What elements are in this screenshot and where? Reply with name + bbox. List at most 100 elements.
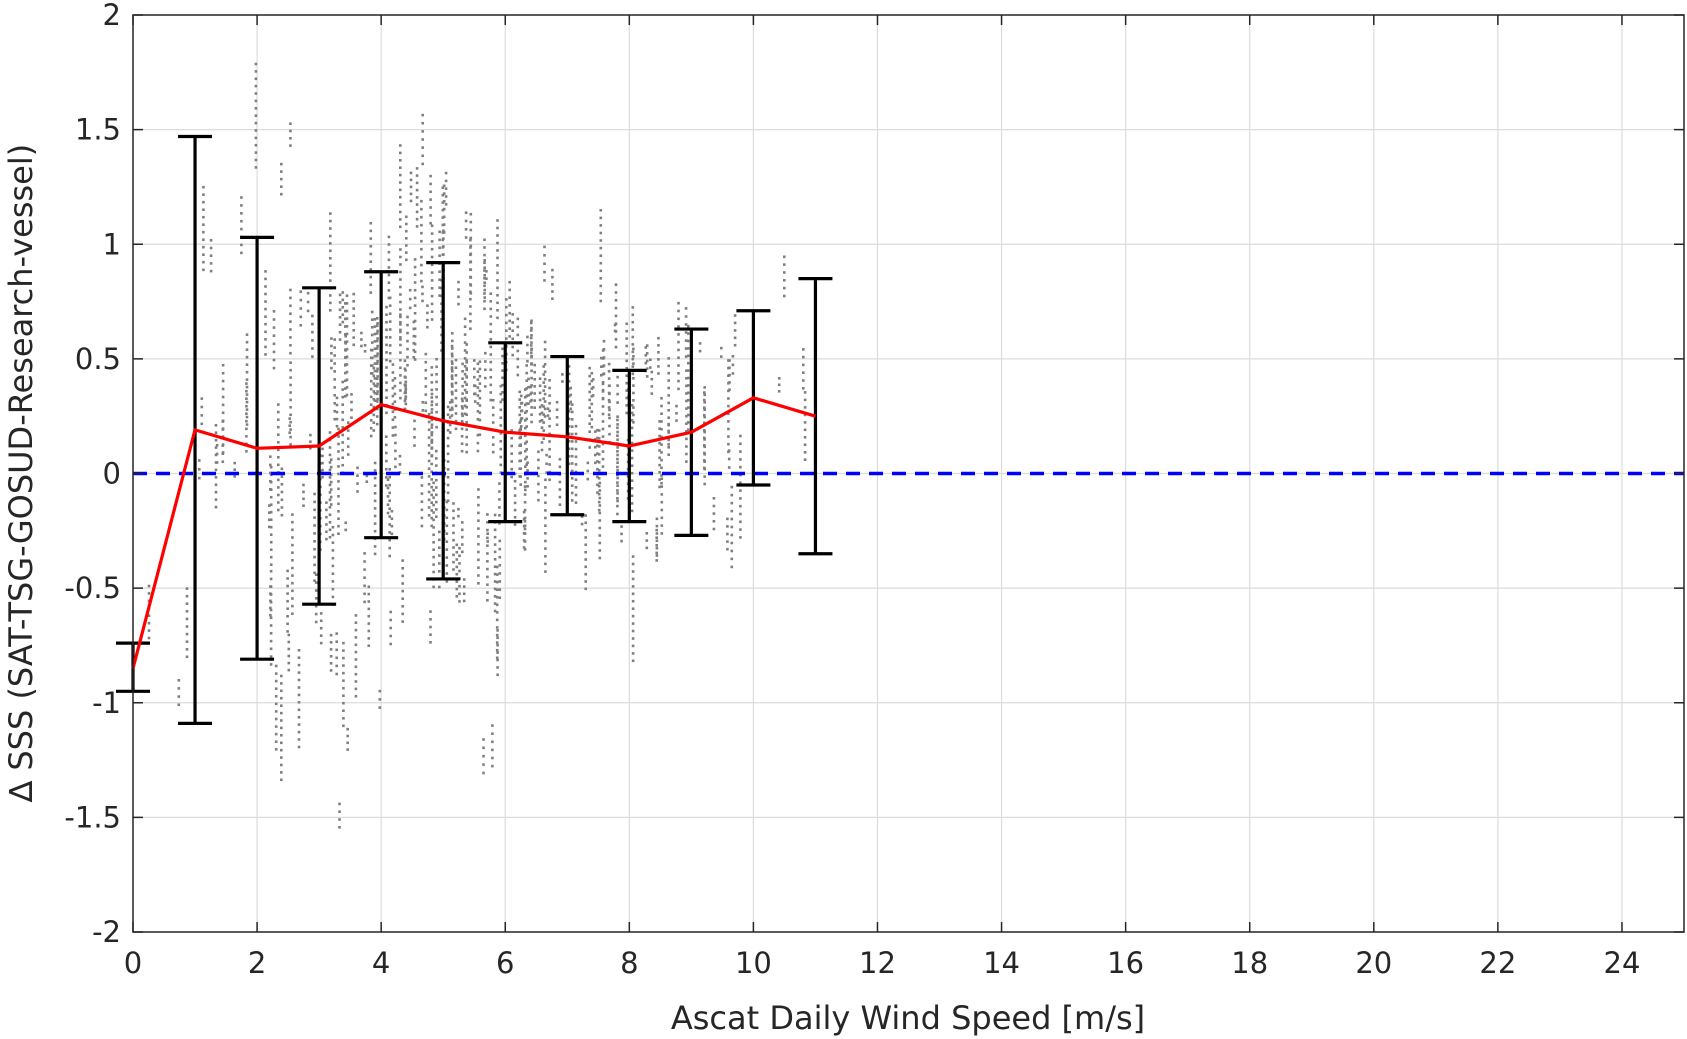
scatter-point	[399, 159, 402, 162]
scatter-point	[394, 449, 397, 453]
scatter-point	[473, 384, 476, 387]
scatter-point	[498, 490, 501, 493]
scatter-point	[726, 525, 729, 528]
scatter-point	[297, 678, 301, 682]
scatter-point	[783, 271, 786, 274]
scatter-point	[430, 366, 434, 369]
scatter-point	[588, 374, 591, 378]
scatter-point	[399, 218, 402, 221]
scatter-point	[325, 537, 328, 541]
scatter-point	[544, 501, 547, 504]
scatter-point	[369, 229, 373, 233]
scatter-point	[385, 313, 388, 316]
scatter-point	[313, 547, 316, 551]
scatter-point	[655, 546, 659, 550]
scatter-point	[495, 618, 499, 622]
scatter-point	[677, 372, 680, 375]
scatter-point	[370, 310, 374, 314]
scatter-point	[254, 84, 258, 88]
scatter-point	[510, 475, 513, 479]
scatter-point	[424, 360, 428, 364]
scatter-point	[438, 270, 441, 273]
scatter-point	[388, 531, 391, 534]
scatter-point	[608, 432, 611, 436]
scatter-point	[331, 556, 335, 560]
scatter-point	[430, 263, 434, 267]
scatter-point	[548, 440, 551, 443]
scatter-point	[660, 516, 664, 520]
scatter-point	[432, 585, 435, 589]
scatter-point	[543, 262, 546, 265]
scatter-point	[545, 471, 548, 474]
scatter-point	[432, 563, 435, 566]
scatter-point	[657, 358, 660, 361]
scatter-point	[567, 425, 571, 428]
scatter-point	[649, 358, 652, 361]
scatter-point	[314, 597, 318, 600]
scatter-point	[739, 465, 742, 469]
scatter-point	[370, 364, 374, 367]
scatter-point	[435, 373, 438, 376]
scatter-point	[202, 245, 205, 249]
scatter-point	[489, 307, 493, 311]
scatter-point	[446, 405, 450, 409]
scatter-point	[631, 306, 635, 309]
scatter-point	[616, 512, 619, 516]
scatter-point	[495, 588, 499, 591]
scatter-point	[496, 651, 499, 654]
scatter-point	[476, 378, 480, 381]
scatter-point	[375, 415, 379, 418]
scatter-point	[329, 641, 333, 644]
scatter-point	[463, 317, 467, 321]
scatter-point	[331, 564, 335, 568]
scatter-point	[328, 513, 332, 517]
scatter-point	[404, 380, 408, 384]
scatter-point	[450, 366, 454, 369]
scatter-point	[272, 342, 276, 346]
scatter-point	[451, 377, 454, 381]
scatter-point	[454, 366, 458, 369]
scatter-point	[667, 379, 670, 382]
scatter-point	[675, 419, 678, 422]
scatter-point	[185, 610, 189, 613]
scatter-point	[321, 454, 324, 458]
scatter-point	[462, 592, 466, 596]
scatter-point	[254, 136, 258, 140]
scatter-point	[489, 300, 493, 303]
scatter-point	[306, 309, 310, 313]
scatter-point	[450, 374, 454, 377]
scatter-point	[543, 400, 547, 403]
scatter-point	[491, 436, 495, 439]
scatter-point	[221, 371, 225, 375]
scatter-point	[233, 468, 236, 471]
scatter-point	[376, 397, 379, 401]
scatter-point	[728, 381, 731, 384]
scatter-point	[489, 368, 493, 371]
scatter-point	[405, 251, 408, 254]
scatter-point	[570, 440, 574, 443]
scatter-point	[280, 741, 283, 745]
scatter-point	[486, 540, 489, 543]
scatter-point	[462, 578, 466, 581]
scatter-point	[269, 455, 272, 458]
scatter-point	[460, 397, 464, 401]
scatter-point	[404, 390, 407, 394]
scatter-point	[450, 360, 454, 363]
scatter-point	[544, 539, 547, 543]
scatter-point	[607, 370, 611, 373]
scatter-point	[448, 401, 452, 404]
scatter-point	[245, 385, 249, 389]
scatter-point	[269, 555, 273, 559]
scatter-point	[365, 474, 369, 478]
scatter-point	[254, 129, 258, 132]
scatter-point	[597, 477, 601, 480]
scatter-point	[373, 340, 377, 343]
scatter-point	[601, 388, 605, 392]
scatter-point	[369, 403, 373, 406]
scatter-point	[783, 279, 786, 282]
scatter-point	[391, 426, 395, 429]
scatter-point	[185, 655, 189, 659]
scatter-point	[631, 637, 635, 640]
scatter-point	[329, 495, 333, 499]
scatter-point	[558, 465, 562, 469]
